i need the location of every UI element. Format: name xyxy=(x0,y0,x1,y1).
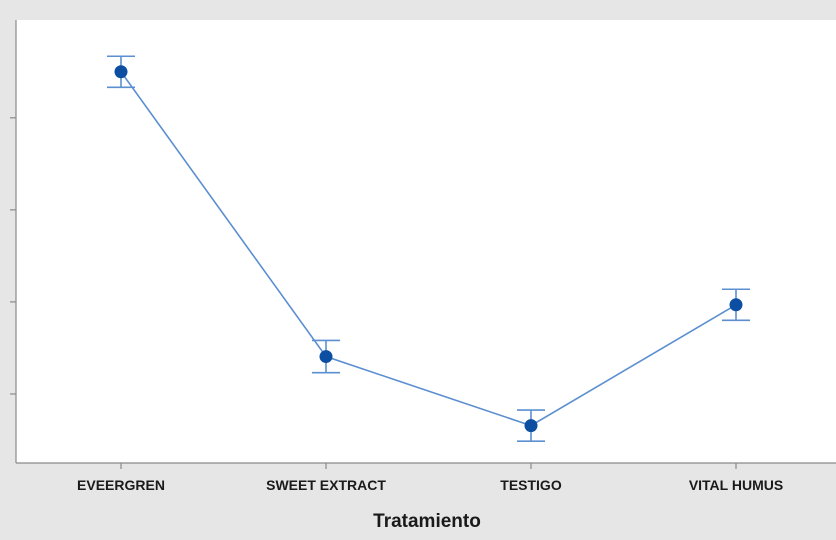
data-point xyxy=(729,298,743,312)
x-axis-title: Tratamiento xyxy=(373,511,481,532)
x-tick-label: VITAL HUMUS xyxy=(689,477,783,493)
x-tick-label: EVEERGREN xyxy=(77,477,165,493)
data-point xyxy=(524,419,538,433)
data-point xyxy=(319,350,333,364)
axes xyxy=(10,20,836,469)
series-line xyxy=(120,71,737,427)
x-tick-label: SWEET EXTRACT xyxy=(266,477,386,493)
series-layer xyxy=(107,55,750,442)
plot-area xyxy=(16,20,836,463)
data-point xyxy=(114,65,128,79)
x-tick-labels: EVEERGREN SWEET EXTRACT TESTIGO VITAL HUMUS xyxy=(77,477,783,493)
x-tick-label: TESTIGO xyxy=(500,477,562,493)
